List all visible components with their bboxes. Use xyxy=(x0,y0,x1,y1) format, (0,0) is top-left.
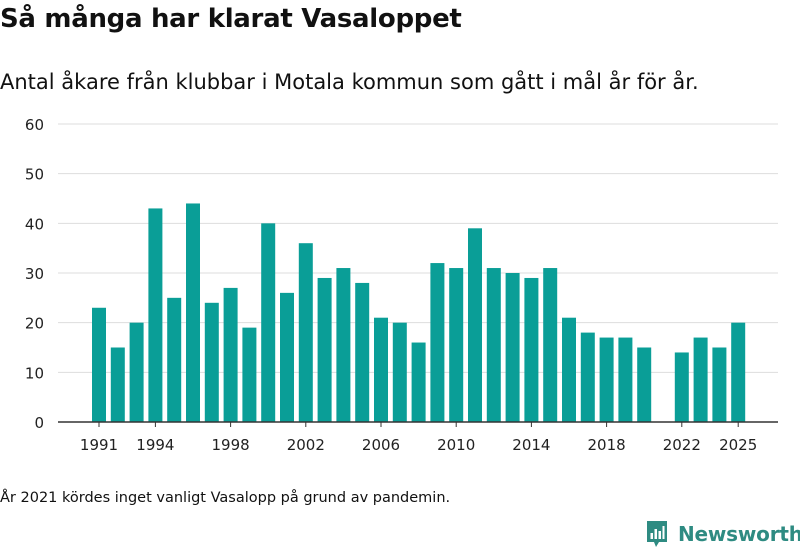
x-tick-label: 2014 xyxy=(512,436,550,454)
bar xyxy=(242,327,257,422)
brand: Newsworthy xyxy=(645,519,800,549)
bar xyxy=(261,223,276,422)
bar xyxy=(543,268,558,422)
bar xyxy=(693,337,708,422)
bar xyxy=(374,317,388,422)
x-tick-label: 1994 xyxy=(136,436,174,454)
bar xyxy=(110,347,125,422)
y-tick-label: 30 xyxy=(25,265,44,283)
x-tick-label: 1998 xyxy=(212,436,250,454)
bar xyxy=(204,302,219,422)
bar xyxy=(298,243,313,422)
x-tick-label: 2002 xyxy=(287,436,325,454)
bar xyxy=(449,268,464,422)
bar xyxy=(186,203,200,422)
x-tick-label: 2022 xyxy=(663,436,701,454)
bar xyxy=(280,292,294,422)
bar xyxy=(129,322,144,422)
bar xyxy=(468,228,482,422)
bar xyxy=(317,277,332,422)
newsworthy-logo-icon xyxy=(647,521,667,547)
y-tick-label: 50 xyxy=(25,166,44,184)
y-tick-label: 40 xyxy=(25,215,44,233)
bar xyxy=(355,282,370,422)
bar xyxy=(486,268,501,422)
bar xyxy=(674,352,689,422)
x-tick-label: 2006 xyxy=(362,436,400,454)
bar xyxy=(580,332,595,422)
bar xyxy=(92,307,106,422)
x-tick-label: 2018 xyxy=(588,436,626,454)
bar xyxy=(148,208,163,422)
bar xyxy=(712,347,727,422)
brand-name: Newsworthy xyxy=(678,522,800,546)
bar xyxy=(392,322,407,422)
chart-title: Så många har klarat Vasaloppet xyxy=(0,4,462,34)
bar xyxy=(618,337,633,422)
x-tick-label: 2025 xyxy=(719,436,757,454)
y-tick-label: 0 xyxy=(34,414,44,432)
bar xyxy=(167,297,182,422)
bar xyxy=(505,273,520,422)
y-tick-label: 60 xyxy=(25,116,44,134)
bar xyxy=(223,287,238,422)
x-tick-label: 2010 xyxy=(437,436,475,454)
chart-subtitle: Antal åkare från klubbar i Motala kommun… xyxy=(0,70,699,94)
bar xyxy=(599,337,614,422)
y-tick-label: 20 xyxy=(25,315,44,333)
bar xyxy=(411,342,426,422)
bar xyxy=(637,347,652,422)
bar xyxy=(731,322,746,422)
bar xyxy=(336,268,351,422)
bar xyxy=(430,263,445,422)
footnote: År 2021 kördes inget vanligt Vasalopp på… xyxy=(0,490,451,506)
y-tick-label: 10 xyxy=(25,364,44,382)
x-tick-label: 1991 xyxy=(80,436,118,454)
bar xyxy=(524,277,539,422)
bar xyxy=(562,317,576,422)
